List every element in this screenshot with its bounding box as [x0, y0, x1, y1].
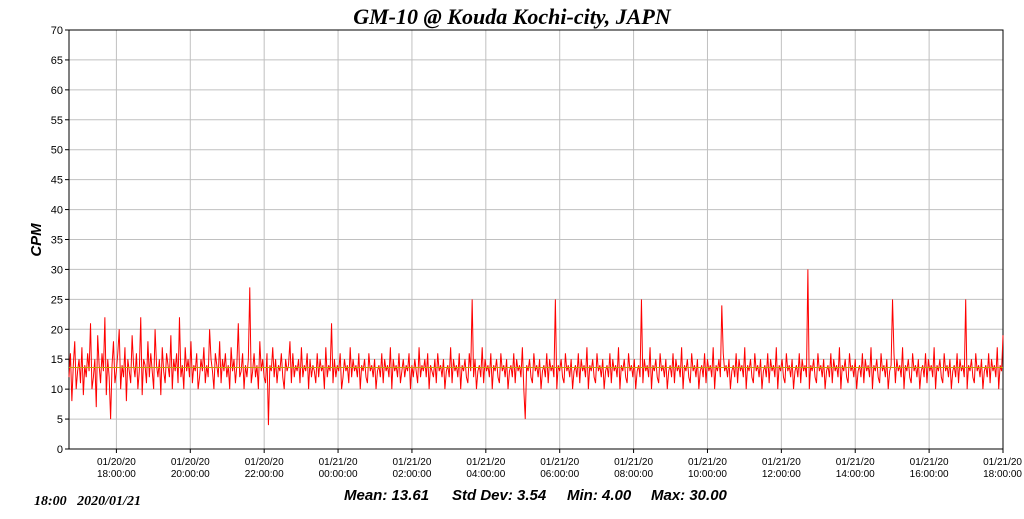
x-tick-label-date: 01/21/20	[614, 457, 653, 468]
y-tick-label: 0	[57, 444, 63, 456]
x-tick-label-time: 06:00:00	[540, 469, 579, 480]
x-tick-label-time: 18:00:00	[97, 469, 136, 480]
grid-lines	[69, 29, 1004, 450]
y-tick-label: 25	[51, 294, 63, 306]
stat-max: Max: 30.00	[651, 487, 728, 504]
y-tick-label: 50	[51, 145, 63, 157]
plot-frame	[68, 29, 1004, 450]
y-tick-label: 10	[51, 384, 63, 396]
x-tick-label-time: 08:00:00	[614, 469, 653, 480]
x-tick-label-time: 04:00:00	[466, 469, 505, 480]
x-tick-label-date: 01/21/20	[762, 457, 801, 468]
x-tick-label-time: 22:00:00	[245, 469, 284, 480]
x-tick-label-time: 02:00:00	[392, 469, 431, 480]
x-tick-label-date: 01/21/20	[319, 457, 358, 468]
y-tick-label: 45	[51, 175, 63, 187]
timestamp-label: 18:00 2020/01/21	[34, 494, 141, 509]
y-tick-label: 65	[51, 55, 63, 67]
y-tick-label: 15	[51, 354, 63, 366]
x-tick-label-time: 20:00:00	[171, 469, 210, 480]
y-axis-ticks: 0 5 10 15 20 25 30 35 40 45 50 55 60 65 70	[51, 25, 69, 456]
y-tick-label: 5	[57, 414, 63, 426]
x-tick-label-date: 01/21/20	[910, 457, 949, 468]
x-axis-ticks: 01/20/2018:00:0001/20/2020:00:0001/20/20…	[97, 449, 1022, 480]
cpm-series-line	[68, 269, 1004, 426]
y-tick-label: 55	[51, 115, 63, 127]
x-tick-label-time: 00:00:00	[319, 469, 358, 480]
x-tick-label-time: 14:00:00	[836, 469, 875, 480]
stat-mean: Mean: 13.61	[344, 487, 429, 504]
x-tick-label-time: 16:00:00	[910, 469, 949, 480]
x-tick-label-date: 01/21/20	[836, 457, 875, 468]
y-axis-label: CPM	[28, 223, 45, 257]
y-tick-label: 35	[51, 235, 63, 247]
y-tick-label: 60	[51, 85, 63, 97]
x-tick-label-date: 01/21/20	[392, 457, 431, 468]
y-tick-label: 20	[51, 324, 63, 336]
x-tick-label-date: 01/21/20	[540, 457, 579, 468]
x-tick-label-date: 01/21/20	[983, 457, 1022, 468]
chart-title: GM-10 @ Kouda Kochi-city, JAPN	[353, 4, 672, 29]
series-group	[68, 269, 1004, 426]
y-tick-label: 30	[51, 264, 63, 276]
x-tick-label-date: 01/21/20	[688, 457, 727, 468]
stat-std-dev: Std Dev: 3.54	[452, 487, 547, 504]
x-tick-label-date: 01/21/20	[466, 457, 505, 468]
x-tick-label-time: 12:00:00	[762, 469, 801, 480]
stat-min: Min: 4.00	[567, 487, 632, 504]
x-tick-label-date: 01/20/20	[245, 457, 284, 468]
y-tick-label: 70	[51, 25, 63, 37]
x-tick-label-date: 01/20/20	[171, 457, 210, 468]
y-tick-label: 40	[51, 205, 63, 217]
x-tick-label-date: 01/20/20	[97, 457, 136, 468]
x-tick-label-time: 18:00:00	[983, 469, 1022, 480]
x-tick-label-time: 10:00:00	[688, 469, 727, 480]
